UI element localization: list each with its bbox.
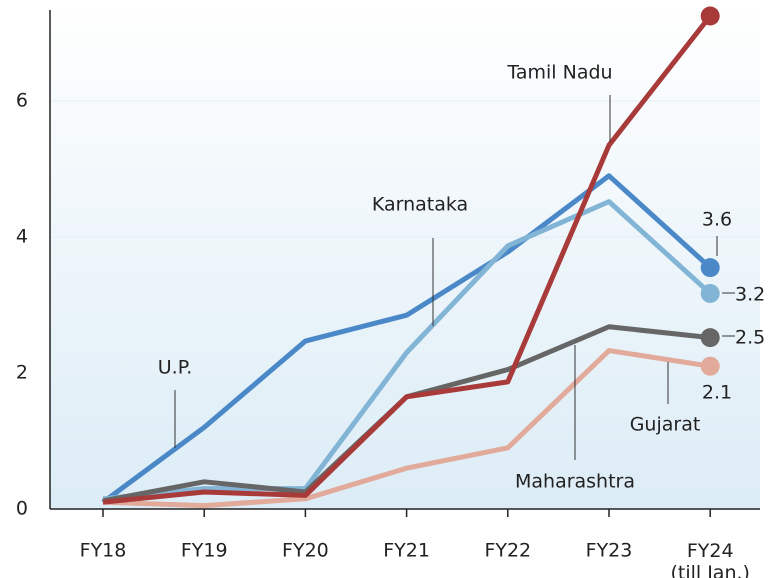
end-marker — [700, 6, 720, 26]
value-label: 3.6 — [702, 209, 732, 231]
value-label: 2.5 — [735, 327, 765, 349]
y-tick-label: 4 — [16, 226, 28, 248]
end-marker — [700, 258, 720, 278]
end-marker — [700, 283, 720, 303]
line — [102, 348, 711, 509]
x-tick-label: FY20 — [282, 540, 329, 562]
x-tick-label: FY19 — [181, 540, 228, 562]
line — [101, 173, 712, 505]
end-marker — [700, 356, 720, 376]
y-tick-label: 0 — [16, 498, 28, 520]
value-label: 2.1 — [702, 382, 732, 404]
series-label: Gujarat — [630, 414, 701, 436]
line — [102, 14, 713, 505]
series-label: Tamil Nadu — [506, 62, 612, 84]
line — [102, 199, 712, 502]
series-label: U.P. — [158, 357, 192, 379]
series-label: Maharashtra — [515, 471, 635, 493]
y-tick-label: 6 — [16, 90, 28, 112]
series-label: Karnataka — [372, 194, 468, 216]
y-tick-label: 2 — [16, 362, 28, 384]
x-tick-label: FY22 — [484, 540, 531, 562]
x-tick-label: FY23 — [586, 540, 633, 562]
x-tick-label: FY24 (till Jan.) — [670, 540, 749, 578]
x-tick-label: FY18 — [80, 540, 127, 562]
value-label: 3.2 — [735, 284, 765, 306]
x-tick-label: FY21 — [383, 540, 430, 562]
plot-background — [50, 0, 760, 509]
end-marker — [700, 328, 720, 348]
